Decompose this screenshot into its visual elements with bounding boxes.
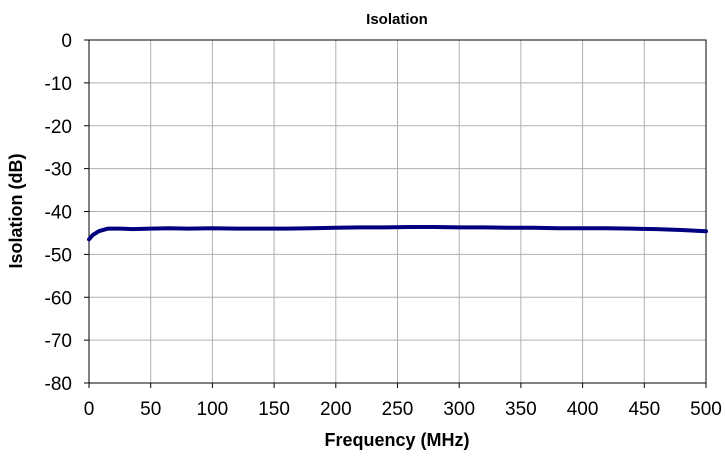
- x-tick-label: 350: [505, 399, 537, 420]
- y-tick-label: -80: [45, 374, 72, 395]
- x-tick-label: 250: [382, 399, 414, 420]
- x-tick-label: 300: [443, 399, 475, 420]
- y-tick-label: -30: [45, 160, 72, 181]
- y-tick-label: -20: [45, 117, 72, 138]
- y-tick-label: -70: [45, 331, 72, 352]
- y-tick-label: -40: [45, 203, 72, 224]
- x-tick-label: 0: [84, 399, 95, 420]
- y-tick-label: -60: [45, 288, 72, 309]
- x-tick-label: 100: [197, 399, 229, 420]
- isolation-series-line: [87, 224, 708, 242]
- x-tick-label: 50: [140, 399, 161, 420]
- series-layer: [87, 224, 708, 242]
- y-tick-label: -50: [45, 245, 72, 266]
- chart-title: Isolation: [366, 11, 428, 28]
- x-tick-label: 400: [567, 399, 599, 420]
- x-tick-label: 500: [690, 399, 722, 420]
- grid: [88, 39, 707, 384]
- x-axis-ticks: 0 50 100 150 200 250 300 350 400 450 500: [84, 383, 722, 420]
- x-axis-title: Frequency (MHz): [324, 430, 469, 450]
- x-tick-label: 150: [258, 399, 290, 420]
- y-tick-label: -10: [45, 74, 72, 95]
- x-tick-label: 200: [320, 399, 352, 420]
- y-axis-ticks: 0 -10 -20 -30 -40 -50 -60 -70 -80: [45, 31, 89, 395]
- y-axis-title: Isolation (dB): [6, 154, 26, 269]
- y-tick-label: 0: [61, 31, 72, 52]
- x-tick-label: 450: [628, 399, 660, 420]
